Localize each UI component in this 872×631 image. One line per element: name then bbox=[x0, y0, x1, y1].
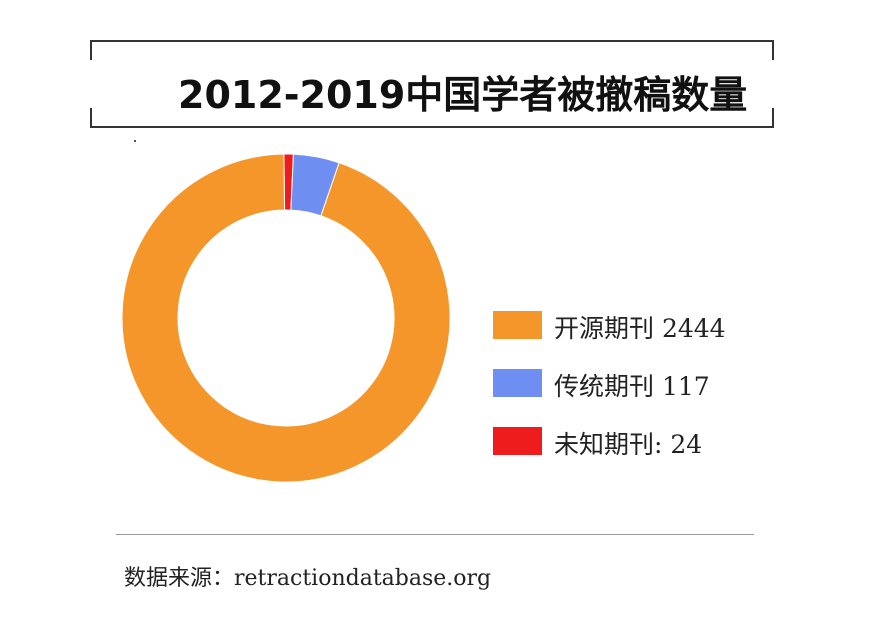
legend-label: 未知期刊: 24 bbox=[554, 430, 703, 459]
source-note: 数据来源：retractiondatabase.org bbox=[124, 566, 492, 591]
title-frame bbox=[90, 40, 774, 128]
legend-label: 开源期刊 2444 bbox=[554, 314, 726, 343]
legend-swatch bbox=[493, 311, 542, 339]
donut-slice-开源期刊 bbox=[121, 153, 451, 483]
legend-label: 传统期刊 117 bbox=[554, 372, 710, 401]
decorative-dot bbox=[134, 140, 136, 142]
chart-title: 2012-2019中国学者被撤稿数量 bbox=[178, 73, 748, 117]
legend-swatch bbox=[493, 369, 542, 397]
legend-swatch bbox=[493, 427, 542, 455]
divider bbox=[116, 534, 754, 535]
